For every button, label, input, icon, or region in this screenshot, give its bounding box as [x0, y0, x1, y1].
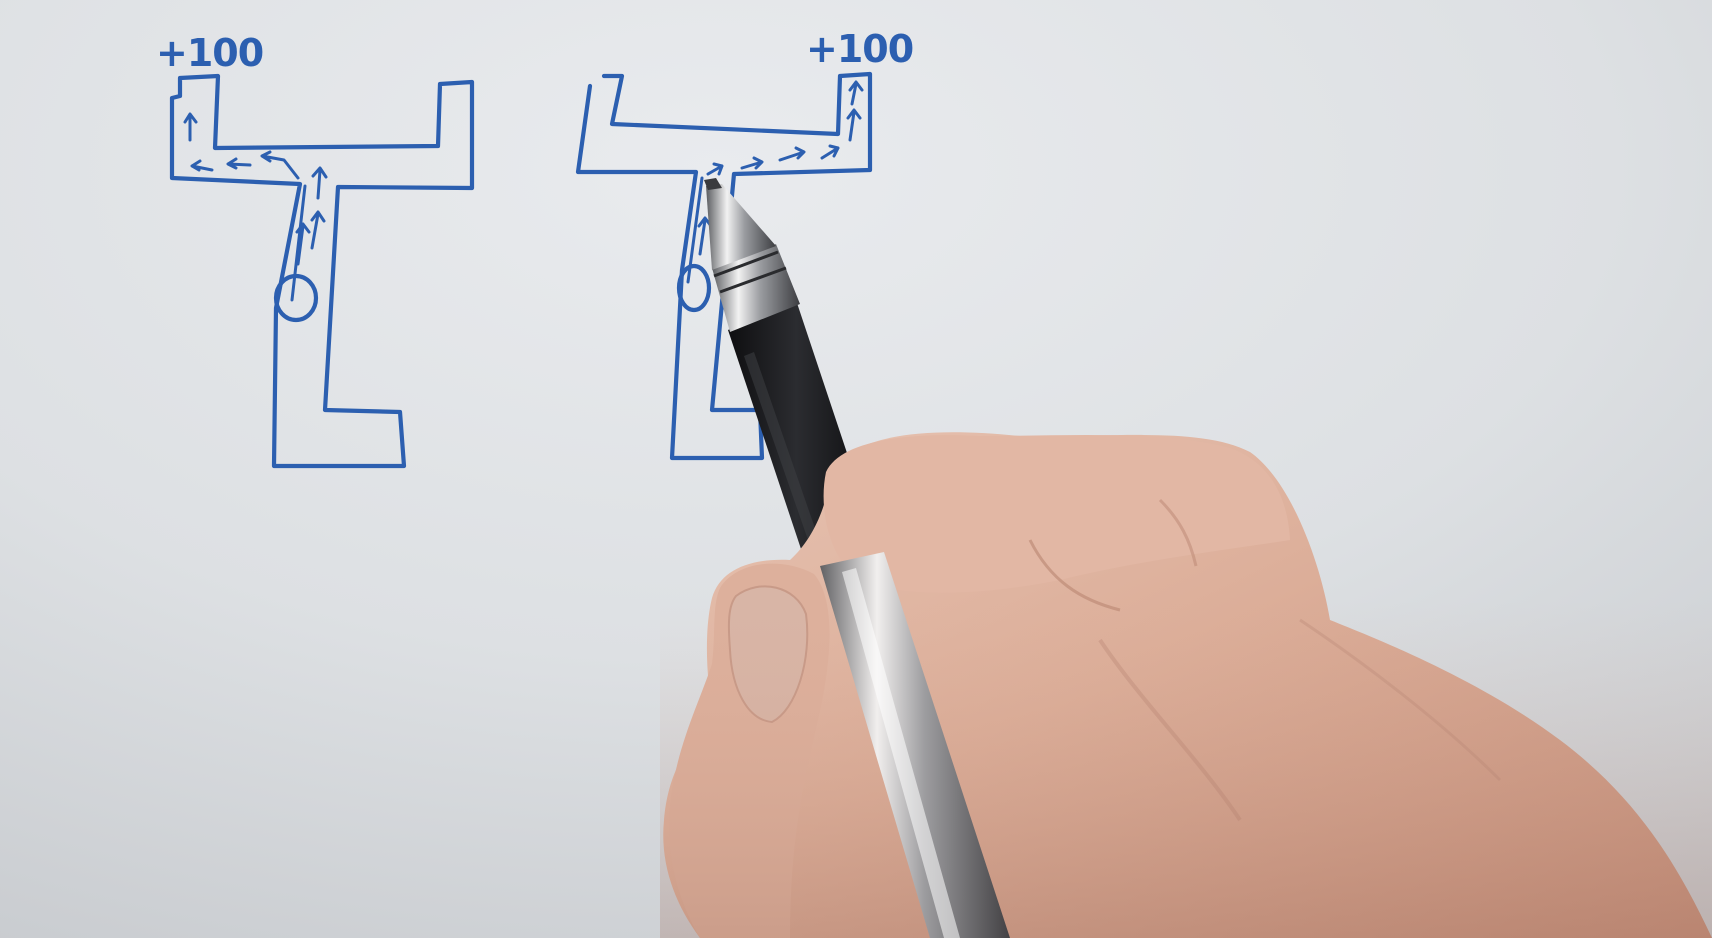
pen-tip-cone [706, 184, 776, 270]
left-outline [169, 73, 475, 469]
left-diagram: +100 [156, 31, 475, 469]
left-pressure-ball [273, 273, 319, 323]
left-flow-arrows [183, 112, 328, 266]
hand-index-finger [823, 435, 1290, 593]
right-label: +100 [806, 27, 913, 71]
right-diagram: +100 [575, 27, 914, 461]
left-label: +100 [156, 31, 263, 75]
pen-collar [712, 244, 800, 332]
right-flow-arrows [697, 80, 864, 256]
right-pressure-ball [676, 263, 712, 313]
left-inner-line [290, 184, 307, 302]
